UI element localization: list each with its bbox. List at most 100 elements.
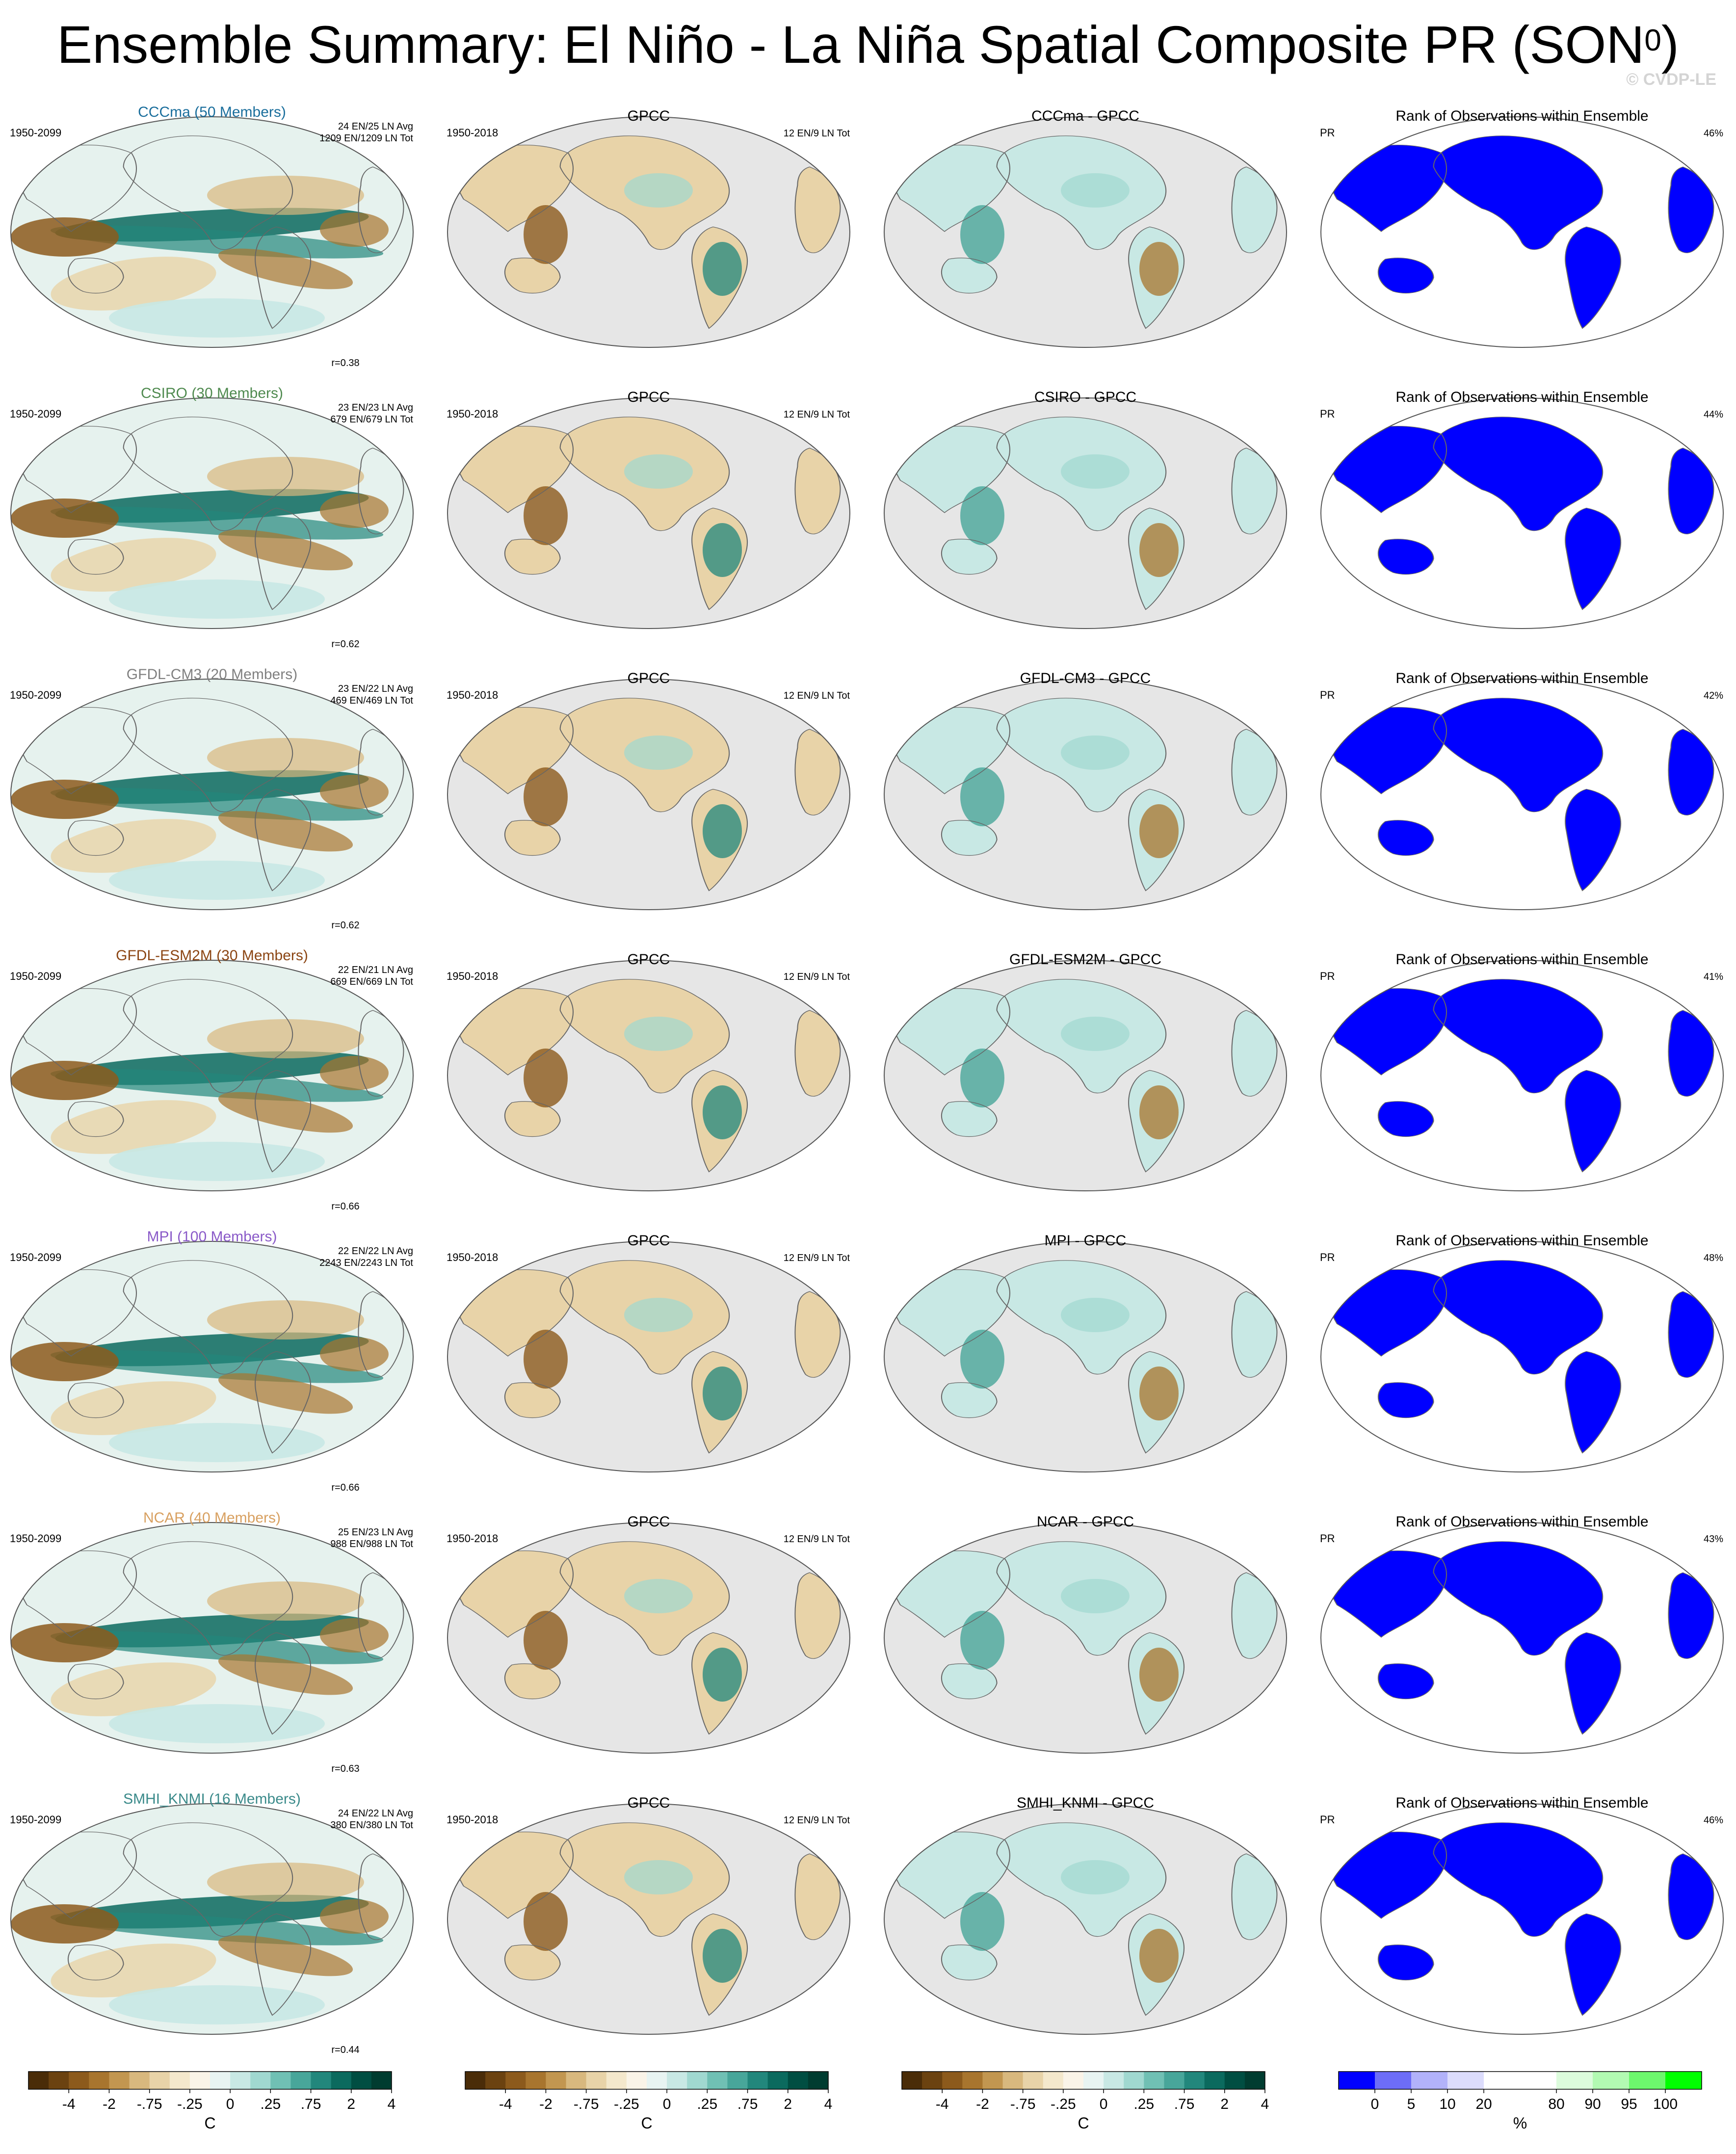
field-blob <box>624 173 693 208</box>
coastline <box>1433 1541 1604 1656</box>
coastline <box>691 1913 748 2016</box>
rank-land <box>1668 448 1714 534</box>
coastline <box>358 447 404 534</box>
rank-variable: PR <box>1320 970 1335 982</box>
rank-land <box>1668 1291 1714 1378</box>
field-blob <box>1061 1017 1130 1051</box>
map-panel-r3-c2: GPCC 1950-2018 12 EN/9 LN Tot <box>447 670 850 910</box>
map-panel-r2-c4: Rank of Observations within Ensemble PR 44… <box>1320 389 1724 629</box>
difference-title: GFDL-CM3 - GPCC <box>1020 670 1151 686</box>
rank-land <box>1668 729 1714 815</box>
obs-title: GPCC <box>628 108 670 124</box>
map-panel-r7-c1: SMHI_KNMI (16 Members) 1950-2099 24 EN/22 … <box>10 1791 414 2055</box>
colorbar-swatch <box>28 2072 49 2089</box>
colorbar-label: 100 <box>1653 2096 1678 2112</box>
coastline <box>504 539 561 575</box>
continent-fill <box>1232 1854 1277 1940</box>
colorbar-swatch <box>687 2072 708 2089</box>
field-blob <box>51 257 216 311</box>
coastline <box>1128 226 1185 329</box>
field-blob <box>11 499 119 538</box>
map-content <box>447 1241 850 1472</box>
colorbar-swatch <box>1124 2072 1144 2089</box>
field-blob <box>960 1330 1004 1389</box>
obs-title: GPCC <box>628 389 670 405</box>
coastline <box>255 1913 312 2016</box>
obs-counts: 12 EN/9 LN Tot <box>784 1534 850 1545</box>
colorbar-swatch <box>788 2072 809 2089</box>
coastline <box>1128 788 1185 892</box>
field-blob <box>960 767 1004 826</box>
obs-title: GPCC <box>628 951 670 968</box>
rank-land <box>1668 167 1714 253</box>
map-content <box>447 398 850 629</box>
field-blob <box>109 1704 325 1743</box>
map-content <box>11 1241 413 1472</box>
map-panel-r5-c1: MPI (100 Members) 1950-2099 22 EN/22 LN Av… <box>10 1229 414 1493</box>
pattern-correlation: r=0.66 <box>331 1201 359 1212</box>
continent-fill <box>504 1663 560 1699</box>
pattern-correlation: r=0.38 <box>331 358 359 368</box>
coastline <box>941 1382 998 1418</box>
field-blob <box>109 1423 325 1462</box>
coastline <box>123 1822 293 1937</box>
coastline <box>559 135 730 250</box>
colorbar-swatch <box>69 2072 89 2089</box>
map-content <box>1321 679 1723 910</box>
field-blob <box>207 738 364 777</box>
rank-title: Rank of Observations within Ensemble <box>1395 670 1648 686</box>
pattern-correlation: r=0.63 <box>331 1763 359 1774</box>
coastline <box>691 788 748 892</box>
rank-variable: PR <box>1320 1813 1335 1826</box>
colorbar-swatch <box>1375 2072 1412 2089</box>
rank-percent: 43% <box>1704 1534 1723 1545</box>
colorbar-label: 0 <box>1100 2096 1108 2112</box>
coastline <box>1128 1351 1185 1454</box>
coastline <box>358 1010 404 1097</box>
colorbar-swatch <box>1520 2072 1557 2089</box>
rank-title: Rank of Observations within Ensemble <box>1395 1233 1648 1249</box>
rank-land <box>1565 789 1621 891</box>
map-content <box>1321 960 1723 1191</box>
map-panel-r7-c4: Rank of Observations within Ensemble PR 46… <box>1320 1795 1724 2035</box>
coastline <box>1231 729 1278 815</box>
colorbar-swatch <box>210 2072 231 2089</box>
counts-avg: 23 EN/23 LN Avg <box>338 402 413 413</box>
coastline <box>1565 1351 1622 1454</box>
coastline <box>255 226 312 329</box>
colorbar-swatch <box>606 2072 627 2089</box>
field-blob <box>11 1061 119 1100</box>
field-blob <box>624 1579 693 1613</box>
field-blob <box>1061 454 1130 489</box>
coastline <box>504 1944 561 1980</box>
continent-fill <box>941 1663 997 1699</box>
field-blob <box>960 205 1004 264</box>
field-blob <box>320 1899 389 1934</box>
map-content <box>884 398 1287 629</box>
map-panel-r7-c3: SMHI_KNMI - GPCC <box>884 1795 1287 2035</box>
obs-title: GPCC <box>628 1233 670 1249</box>
colorbar-label: 20 <box>1475 2096 1492 2112</box>
map-border <box>884 960 1287 1191</box>
colorbar-swatch <box>942 2072 963 2089</box>
obs-period: 1950-2018 <box>447 970 498 982</box>
coastline <box>1668 1853 1714 1940</box>
continent-fill <box>504 1382 560 1418</box>
coastline <box>1327 1832 1447 1919</box>
field-blob <box>218 1373 353 1414</box>
coastline <box>1231 1010 1278 1097</box>
colorbar-swatch <box>1484 2072 1521 2089</box>
colorbar-swatch <box>1411 2072 1448 2089</box>
colorbar-unit: % <box>1513 2114 1527 2132</box>
field-blob <box>1139 1648 1179 1702</box>
map-panel-r1-c4: Rank of Observations within Ensemble PR 46… <box>1320 108 1724 348</box>
coastline <box>123 1541 293 1656</box>
colorbar-swatch <box>962 2072 983 2089</box>
colorbar-4: 0 5 10 20 80 90 95 100% <box>1338 2071 1702 2132</box>
map-panel-r6-c3: NCAR - GPCC <box>884 1514 1287 1754</box>
coastline <box>67 1382 124 1418</box>
title-superscript: 0 <box>1644 24 1661 57</box>
map-border <box>447 960 850 1191</box>
map-border <box>447 116 850 348</box>
rank-variable: PR <box>1320 689 1335 701</box>
